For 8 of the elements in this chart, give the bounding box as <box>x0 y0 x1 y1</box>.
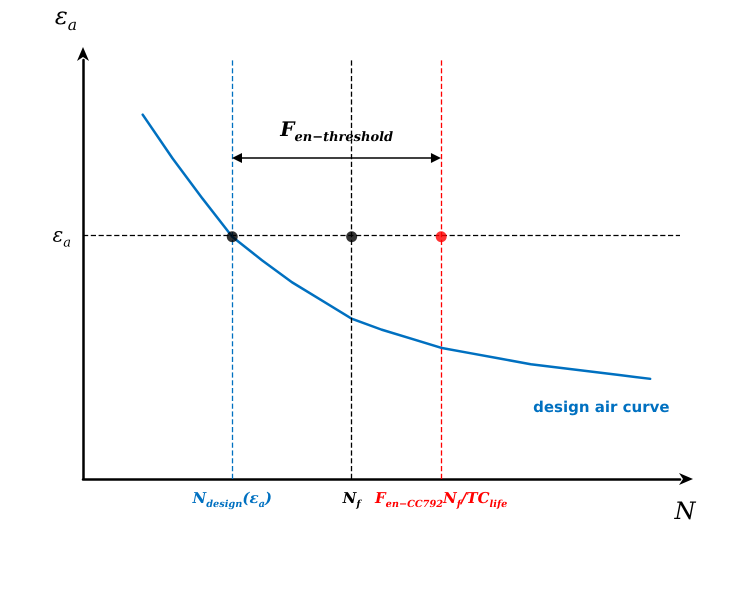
x-tick-label: N$_{f}$ <box>342 489 361 510</box>
y-axis-title: ε$_{a}$ <box>54 2 77 34</box>
annotation: F$_{en−threshold}$ <box>280 117 394 146</box>
x-tick-label: F$_{en−CC792}$N$_{f}$/TC$_{life}$ <box>375 489 508 510</box>
x-tick-label: N$_{design}$(ε$_{a}$) <box>192 489 272 510</box>
series-label: design air curve <box>533 398 670 416</box>
ref-line-label: ε$_{a}$ <box>52 222 71 250</box>
x-axis-title: N <box>674 497 696 525</box>
